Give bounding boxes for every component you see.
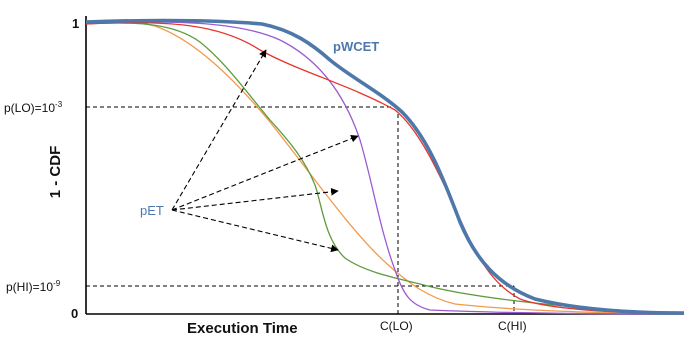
purple-curve xyxy=(85,21,681,315)
y-tick-zero: 0 xyxy=(71,306,78,321)
c-hi-label: C(HI) xyxy=(498,319,527,333)
p-lo-base: p(LO)=10 xyxy=(4,101,55,115)
y-axis-title: 1 - CDF xyxy=(47,146,64,199)
pet-arrows xyxy=(171,49,359,253)
p-hi-base: p(HI)=10 xyxy=(6,280,53,294)
p-hi-exp: -9 xyxy=(53,279,61,288)
p-hi-label: p(HI)=10-9 xyxy=(6,279,61,294)
arrow-to-green xyxy=(171,209,339,253)
p-lo-exp: -3 xyxy=(55,100,63,109)
arrow-to-purple xyxy=(171,134,359,211)
arrow-to-orange xyxy=(171,187,339,211)
pet-curves xyxy=(85,21,681,315)
pwcet-curve xyxy=(85,18,685,315)
axes xyxy=(85,16,684,315)
orange-curve xyxy=(85,21,681,315)
arrow-to-red xyxy=(171,49,267,211)
pet-label: pET xyxy=(140,203,164,218)
green-curve xyxy=(85,22,681,314)
y-tick-one: 1 xyxy=(72,16,79,31)
x-axis-title: Execution Time xyxy=(187,320,298,337)
p-lo-label: p(LO)=10-3 xyxy=(4,100,63,115)
c-lo-label: C(LO) xyxy=(380,319,413,333)
pwcet-label: pWCET xyxy=(333,39,379,54)
red-curve xyxy=(85,22,681,315)
